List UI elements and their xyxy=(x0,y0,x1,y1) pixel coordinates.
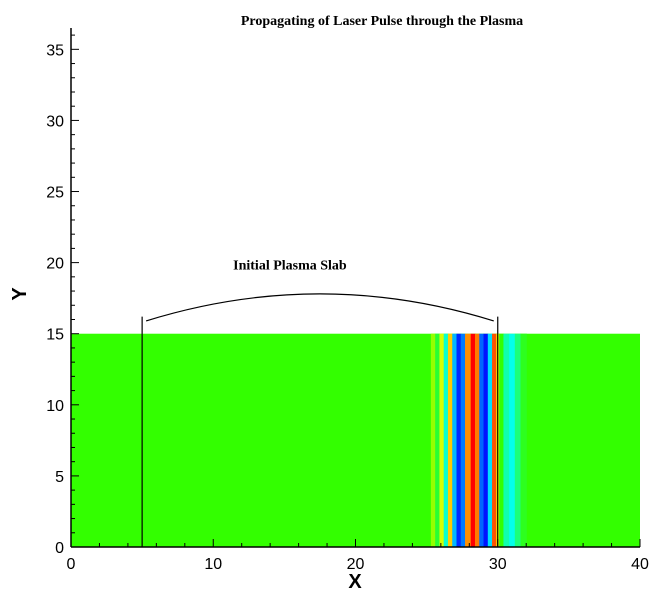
field-band-10 xyxy=(474,333,480,547)
field-band-7 xyxy=(460,333,466,547)
field-band-9 xyxy=(470,333,476,547)
field-band-13 xyxy=(487,333,493,547)
x-axis-label: X xyxy=(348,571,362,592)
field-background xyxy=(71,333,640,547)
axis-layer: 0 10 20 30 40 0 5 10 15 20 25 30 35 xyxy=(46,28,649,573)
x-tick-label: 20 xyxy=(347,556,365,573)
field-band-4 xyxy=(447,333,453,547)
field-band-17 xyxy=(503,333,510,547)
x-tick-label: 0 xyxy=(67,556,76,573)
slab-brace xyxy=(145,293,494,322)
chart-title: Propagating of Laser Pulse through the P… xyxy=(241,14,523,29)
field-band-11 xyxy=(479,333,485,547)
field-band-8 xyxy=(465,333,472,547)
field-band-6 xyxy=(456,333,462,547)
y-axis-label: Y xyxy=(9,287,31,301)
y-tick-label: 0 xyxy=(55,540,64,557)
annotation-layer: Initial Plasma Slab xyxy=(141,259,499,547)
x-tick-label: 10 xyxy=(204,556,222,573)
y-tick-label: 20 xyxy=(46,256,64,273)
x-tick-label: 30 xyxy=(489,556,507,573)
field-band-0 xyxy=(430,333,436,547)
field-band-16 xyxy=(499,333,505,547)
y-tick-label: 25 xyxy=(46,185,64,202)
y-tick-label: 15 xyxy=(46,327,64,344)
x-tick-label: 40 xyxy=(631,556,649,573)
y-tick-label: 30 xyxy=(46,113,64,130)
field-band-20 xyxy=(520,333,527,547)
y-tick-label: 35 xyxy=(46,42,64,59)
field-band-19 xyxy=(514,333,522,547)
field-band-3 xyxy=(443,333,449,547)
field-band-12 xyxy=(483,333,489,547)
field-band-18 xyxy=(509,333,516,547)
field-band-2 xyxy=(439,333,445,547)
annotation-label: Initial Plasma Slab xyxy=(233,259,347,274)
y-tick-label: 5 xyxy=(55,469,64,486)
field-layer xyxy=(71,333,640,547)
field-band-5 xyxy=(452,333,458,547)
y-tick-label: 10 xyxy=(46,398,64,415)
field-band-14 xyxy=(492,333,497,547)
field-band-1 xyxy=(435,333,441,547)
